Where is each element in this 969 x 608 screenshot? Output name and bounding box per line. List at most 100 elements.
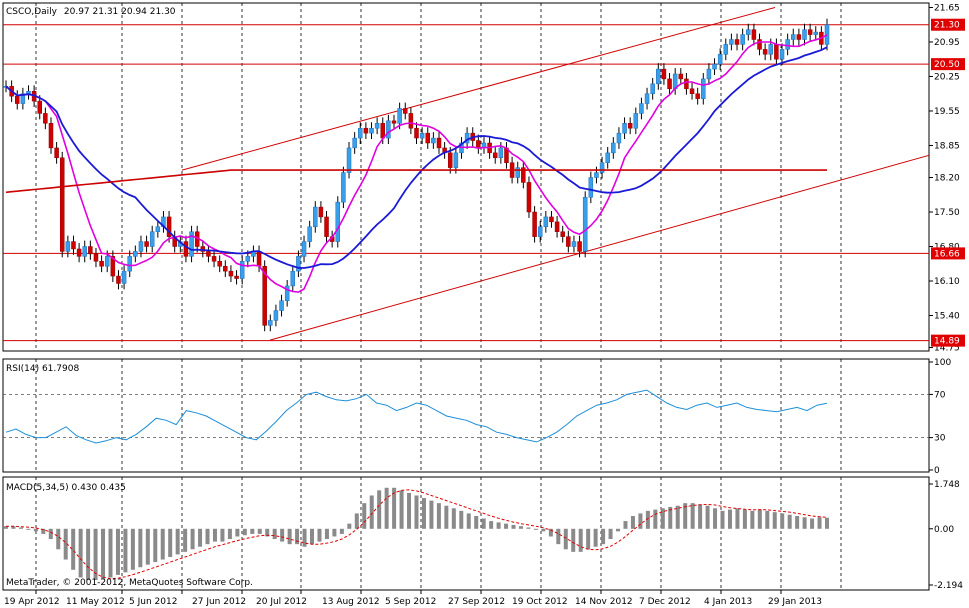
macd-bar [690,503,695,529]
candle-body [526,182,532,213]
macd-label: MACD(5,34,5) 0.430 0.435 [6,483,126,493]
candle-body [611,142,616,154]
candle-body [549,216,554,223]
macd-bar [683,503,688,529]
candle-body [71,241,76,250]
macd-bar [48,528,53,540]
price-tick-label: 21.65 [934,3,960,13]
channel-upper [181,6,776,171]
candle-body [301,241,307,257]
candle-body [20,93,26,104]
candle-body [431,137,436,144]
level-label: 16.66 [934,249,960,259]
candle-body [341,172,346,203]
candle-body [639,103,644,114]
macd-bar [41,528,46,534]
candle-body [807,29,813,35]
macd-bar [466,513,471,529]
macd-bar [601,528,606,545]
macd-bar [765,510,770,529]
macd-bar [108,528,113,578]
candle-body [358,127,363,139]
candle-body [498,147,504,159]
macd-bar [571,528,576,552]
macd-bar [33,528,38,532]
candle-body [453,152,459,168]
macd-bar [459,510,464,529]
candle-body [701,78,706,99]
macd-bar [511,524,516,529]
candle-body [284,285,290,301]
x-tick-label: 5 Jun 2012 [129,597,177,607]
macd-bar [212,528,217,542]
candle-body [762,49,768,55]
candle-body [104,256,110,267]
candle-body [290,270,296,287]
candle-body [346,147,352,173]
macd-bar [705,505,710,529]
price-tick-label: 19.55 [934,107,960,117]
candle-body [313,206,318,228]
candle-body [116,275,121,284]
macd-panel-frame [2,476,930,591]
candle-body [273,310,279,321]
candle-body [537,226,543,237]
candle-body [515,167,520,178]
candle-body [633,113,639,129]
candle-body [768,44,774,55]
candle-body [521,167,526,183]
candle-body [419,132,425,139]
macd-bar [608,528,613,540]
candle-body [374,123,380,129]
candle-body [65,241,71,252]
candle-body [723,44,729,55]
macd-signal-line [6,489,828,580]
candle-body [110,256,116,277]
candle-body [239,261,245,279]
macd-bar [86,528,91,581]
candle-body [279,300,284,311]
candle-body [599,162,605,173]
macd-bar [317,528,322,542]
candle-body [127,256,132,272]
candle-body [616,132,622,144]
macd-bar [280,528,285,542]
macd-bar [496,522,501,529]
candle-body [307,226,312,242]
candle-body [369,127,374,134]
candle-body [54,147,59,159]
candle-body [183,241,189,257]
macd-bar [638,513,643,529]
x-tick-label: 19 Oct 2012 [512,597,568,607]
x-tick-label: 20 Jul 2012 [256,597,307,607]
candle-body [605,152,610,163]
macd-bar [742,509,747,529]
macd-bar [713,508,718,529]
candle-body [380,123,386,139]
candle-body [779,49,785,60]
macd-bar [653,509,658,529]
macd-bar [660,508,665,529]
candle-body [436,137,442,149]
x-tick-label: 29 Jan 2013 [768,597,822,607]
candle-body [492,152,498,159]
macd-bar [168,528,173,557]
candle-body [189,231,194,257]
candle-body [785,39,790,50]
candle-body [121,270,127,284]
candle-body [43,113,48,124]
candle-body [667,78,672,90]
macd-bar [720,510,725,529]
macd-bar [265,528,270,537]
candle-body [712,63,717,70]
candle-body [37,100,42,114]
macd-bar [772,512,777,529]
price-tick-label: 18.85 [934,141,960,151]
x-tick-label: 13 Aug 2012 [322,597,380,607]
level-badge [931,247,965,260]
channel-lower [269,154,930,341]
macd-bar [175,528,180,555]
level-label: 14.89 [934,337,960,347]
candle-body [476,140,481,149]
